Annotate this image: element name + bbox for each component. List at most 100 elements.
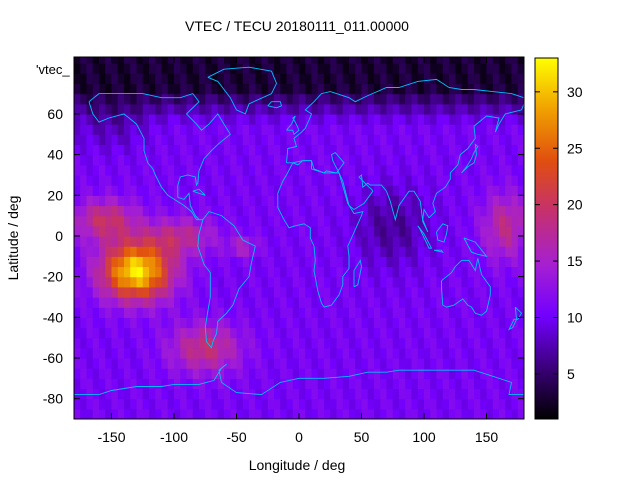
heatmap-cell bbox=[136, 246, 144, 257]
heatmap-cell bbox=[486, 103, 494, 115]
heatmap-cell bbox=[449, 205, 456, 217]
heatmap-cell bbox=[386, 408, 394, 419]
heatmap-cell bbox=[317, 103, 325, 115]
heatmap-cell bbox=[442, 307, 450, 318]
heatmap-cell bbox=[105, 398, 113, 410]
heatmap-cell bbox=[430, 256, 438, 268]
heatmap-cell bbox=[242, 246, 250, 257]
heatmap-cell bbox=[86, 124, 94, 135]
heatmap-cell bbox=[517, 93, 524, 105]
heatmap-cell bbox=[399, 174, 406, 186]
heatmap-cell bbox=[80, 134, 88, 146]
heatmap-cell bbox=[330, 266, 338, 278]
heatmap-cell bbox=[236, 124, 244, 135]
heatmap-cell bbox=[211, 307, 219, 318]
heatmap-cell bbox=[405, 103, 413, 115]
heatmap-cell bbox=[267, 63, 275, 74]
heatmap-cell bbox=[255, 134, 263, 146]
heatmap-cell bbox=[74, 347, 81, 359]
heatmap-cell bbox=[180, 185, 188, 196]
heatmap-cell bbox=[124, 368, 131, 379]
heatmap-cell bbox=[186, 368, 194, 379]
heatmap-cell bbox=[192, 347, 200, 359]
heatmap-cell bbox=[411, 388, 419, 400]
heatmap-cell bbox=[499, 134, 506, 146]
heatmap-cell bbox=[442, 256, 450, 268]
heatmap-cell bbox=[105, 205, 113, 217]
heatmap-cell bbox=[380, 144, 388, 156]
heatmap-cell bbox=[199, 296, 206, 308]
heatmap-cell bbox=[474, 235, 481, 247]
heatmap-cell bbox=[399, 408, 406, 419]
heatmap-cell bbox=[392, 185, 400, 196]
heatmap-cell bbox=[486, 276, 494, 288]
heatmap-cell bbox=[80, 225, 88, 237]
heatmap-cell bbox=[436, 113, 444, 125]
heatmap-cell bbox=[205, 113, 213, 125]
heatmap-cell bbox=[161, 154, 169, 166]
heatmap-cell bbox=[99, 225, 106, 237]
heatmap-cell bbox=[286, 164, 294, 176]
heatmap-cell bbox=[492, 103, 500, 115]
heatmap-cell bbox=[124, 103, 131, 115]
heatmap-cell bbox=[399, 144, 406, 156]
heatmap-cell bbox=[386, 124, 394, 135]
heatmap-cell bbox=[230, 235, 238, 247]
heatmap-cell bbox=[111, 286, 119, 298]
heatmap-cell bbox=[211, 296, 219, 308]
heatmap-cell bbox=[217, 57, 225, 64]
heatmap-cell bbox=[417, 103, 425, 115]
heatmap-cell bbox=[342, 93, 350, 105]
heatmap-cell bbox=[305, 63, 313, 74]
heatmap-cell bbox=[249, 174, 256, 186]
heatmap-cell bbox=[249, 337, 256, 349]
heatmap-cell bbox=[380, 73, 388, 85]
heatmap-cell bbox=[274, 266, 281, 278]
heatmap-cell bbox=[86, 347, 94, 359]
heatmap-cell bbox=[155, 357, 163, 369]
heatmap-cell bbox=[161, 225, 169, 237]
heatmap-cell bbox=[105, 368, 113, 379]
heatmap-cell bbox=[217, 154, 225, 166]
heatmap-cell bbox=[117, 134, 125, 146]
heatmap-cell bbox=[380, 185, 388, 196]
heatmap-cell bbox=[199, 256, 206, 268]
heatmap-cell bbox=[105, 113, 113, 125]
heatmap-cell bbox=[486, 307, 494, 318]
heatmap-cell bbox=[517, 286, 524, 298]
heatmap-cell bbox=[511, 83, 519, 95]
heatmap-cell bbox=[161, 164, 169, 176]
heatmap-cell bbox=[286, 286, 294, 298]
heatmap-cell bbox=[161, 388, 169, 400]
heatmap-cell bbox=[142, 113, 150, 125]
heatmap-cell bbox=[261, 327, 269, 339]
heatmap-cell bbox=[117, 398, 125, 410]
heatmap-cell bbox=[286, 134, 294, 146]
heatmap-cell bbox=[505, 185, 513, 196]
heatmap-cell bbox=[324, 103, 331, 115]
heatmap-cell bbox=[299, 347, 306, 359]
heatmap-cell bbox=[442, 388, 450, 400]
heatmap-cell bbox=[386, 357, 394, 369]
heatmap-cell bbox=[317, 73, 325, 85]
heatmap-cell bbox=[442, 103, 450, 115]
heatmap-cell bbox=[349, 398, 356, 410]
heatmap-cell bbox=[142, 327, 150, 339]
heatmap-cell bbox=[430, 134, 438, 146]
heatmap-cell bbox=[80, 215, 88, 227]
heatmap-cell bbox=[180, 296, 188, 308]
heatmap-cell bbox=[411, 266, 419, 278]
heatmap-cell bbox=[111, 368, 119, 379]
heatmap-cell bbox=[386, 317, 394, 329]
heatmap-cell bbox=[205, 73, 213, 85]
heatmap-cell bbox=[474, 174, 481, 186]
heatmap-cell bbox=[136, 83, 144, 95]
heatmap-cell bbox=[74, 73, 81, 85]
heatmap-cell bbox=[92, 195, 100, 207]
heatmap-cell bbox=[380, 327, 388, 339]
heatmap-cell bbox=[192, 195, 200, 207]
heatmap-cell bbox=[80, 408, 88, 419]
heatmap-cell bbox=[455, 246, 463, 257]
heatmap-cell bbox=[311, 408, 319, 419]
heatmap-cell bbox=[180, 276, 188, 288]
